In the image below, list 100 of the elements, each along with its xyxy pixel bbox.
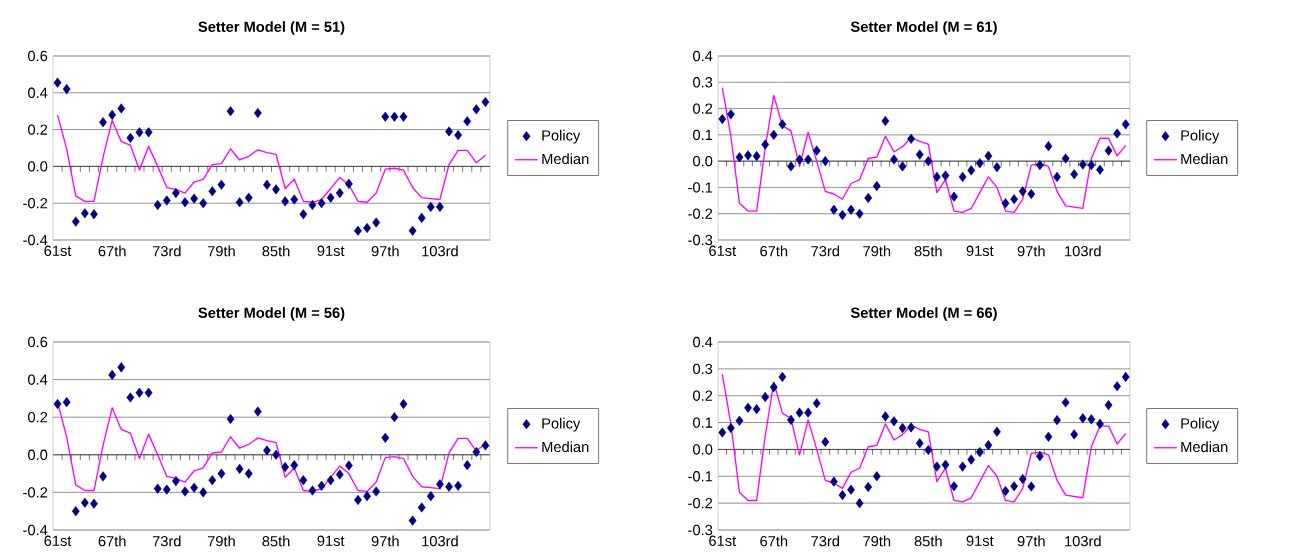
y-tick-label: -0.4 bbox=[23, 234, 48, 246]
point bbox=[1053, 415, 1061, 426]
point bbox=[90, 498, 98, 509]
point bbox=[326, 192, 335, 203]
point bbox=[199, 487, 208, 498]
point bbox=[372, 217, 381, 228]
x-tick-label: 73rd bbox=[811, 245, 840, 257]
point bbox=[872, 181, 881, 192]
point bbox=[1001, 485, 1010, 497]
point bbox=[1096, 164, 1104, 175]
y-tick-label: -0.3 bbox=[688, 234, 713, 246]
point bbox=[108, 109, 117, 120]
y-tick-label: -0.2 bbox=[23, 198, 48, 209]
point bbox=[1087, 160, 1096, 171]
point bbox=[345, 178, 353, 189]
point bbox=[80, 208, 89, 219]
legend-label: Policy bbox=[1181, 129, 1220, 144]
point bbox=[727, 109, 735, 120]
legend-label: Policy bbox=[542, 417, 581, 432]
point bbox=[1001, 198, 1010, 209]
point bbox=[80, 497, 89, 508]
point bbox=[847, 204, 855, 215]
x-tick-label: 61st bbox=[44, 245, 72, 256]
y-tick-label: 0.0 bbox=[693, 444, 713, 455]
point bbox=[1044, 431, 1053, 442]
legend-label: Median bbox=[542, 153, 589, 165]
point bbox=[1087, 414, 1096, 425]
x-tick-label: 91st bbox=[317, 245, 345, 256]
point bbox=[144, 387, 153, 398]
point bbox=[915, 438, 924, 449]
x-tick-label: 61st bbox=[44, 535, 72, 546]
point bbox=[335, 469, 344, 480]
y-tick-label: 0.3 bbox=[693, 363, 713, 375]
point bbox=[226, 106, 235, 117]
point bbox=[226, 414, 235, 425]
point bbox=[838, 209, 847, 221]
point bbox=[317, 198, 326, 209]
point bbox=[787, 161, 795, 172]
point bbox=[967, 454, 976, 465]
point bbox=[144, 127, 153, 138]
point bbox=[208, 186, 217, 197]
point bbox=[153, 483, 162, 494]
point bbox=[71, 506, 80, 517]
point bbox=[890, 416, 898, 427]
point bbox=[941, 459, 950, 470]
point bbox=[718, 427, 727, 438]
point bbox=[290, 194, 299, 205]
point bbox=[761, 392, 770, 403]
point bbox=[472, 104, 481, 115]
point bbox=[217, 179, 226, 190]
y-tick-label: -0.2 bbox=[688, 208, 713, 219]
y-tick-label: 0.6 bbox=[28, 50, 48, 62]
point bbox=[933, 171, 941, 182]
point bbox=[481, 440, 490, 451]
x-tick-label: 85th bbox=[914, 535, 942, 547]
point bbox=[472, 446, 481, 458]
point bbox=[744, 402, 752, 413]
x-tick-label: 79th bbox=[207, 535, 235, 547]
point bbox=[99, 471, 107, 482]
point bbox=[907, 422, 915, 433]
point bbox=[924, 444, 933, 456]
point bbox=[426, 201, 435, 212]
point bbox=[381, 111, 390, 122]
point bbox=[181, 486, 189, 497]
point bbox=[718, 114, 727, 125]
y-tick-label: 0.2 bbox=[28, 124, 48, 135]
point bbox=[958, 461, 967, 472]
point bbox=[153, 199, 162, 211]
x-tick-label: 103rd bbox=[1065, 245, 1101, 257]
point bbox=[975, 158, 984, 169]
point bbox=[162, 195, 171, 206]
point bbox=[855, 498, 864, 509]
y-tick-label: 0.4 bbox=[693, 50, 713, 62]
y-tick-label: 0.0 bbox=[28, 449, 48, 460]
point bbox=[907, 133, 915, 144]
point bbox=[735, 415, 744, 426]
point bbox=[872, 471, 881, 482]
point bbox=[381, 432, 390, 443]
point bbox=[993, 426, 1001, 437]
point bbox=[253, 406, 262, 417]
point bbox=[898, 161, 907, 172]
point bbox=[445, 481, 453, 492]
y-tick-label: 0.2 bbox=[28, 412, 48, 423]
x-tick-label: 97th bbox=[1017, 535, 1045, 547]
point bbox=[454, 130, 462, 141]
point bbox=[417, 212, 426, 223]
point bbox=[90, 209, 98, 220]
point bbox=[795, 154, 804, 165]
x-tick-label: 67th bbox=[760, 245, 788, 257]
point bbox=[281, 461, 290, 473]
point bbox=[769, 382, 778, 393]
x-tick-label: 85th bbox=[262, 245, 290, 257]
point bbox=[1018, 186, 1027, 197]
point bbox=[804, 154, 812, 165]
point bbox=[208, 475, 217, 486]
point bbox=[830, 204, 838, 215]
x-tick-label: 91st bbox=[966, 535, 994, 546]
point bbox=[172, 476, 180, 487]
y-tick-label: 0.6 bbox=[28, 336, 48, 348]
y-tick-label: -0.3 bbox=[688, 524, 713, 536]
